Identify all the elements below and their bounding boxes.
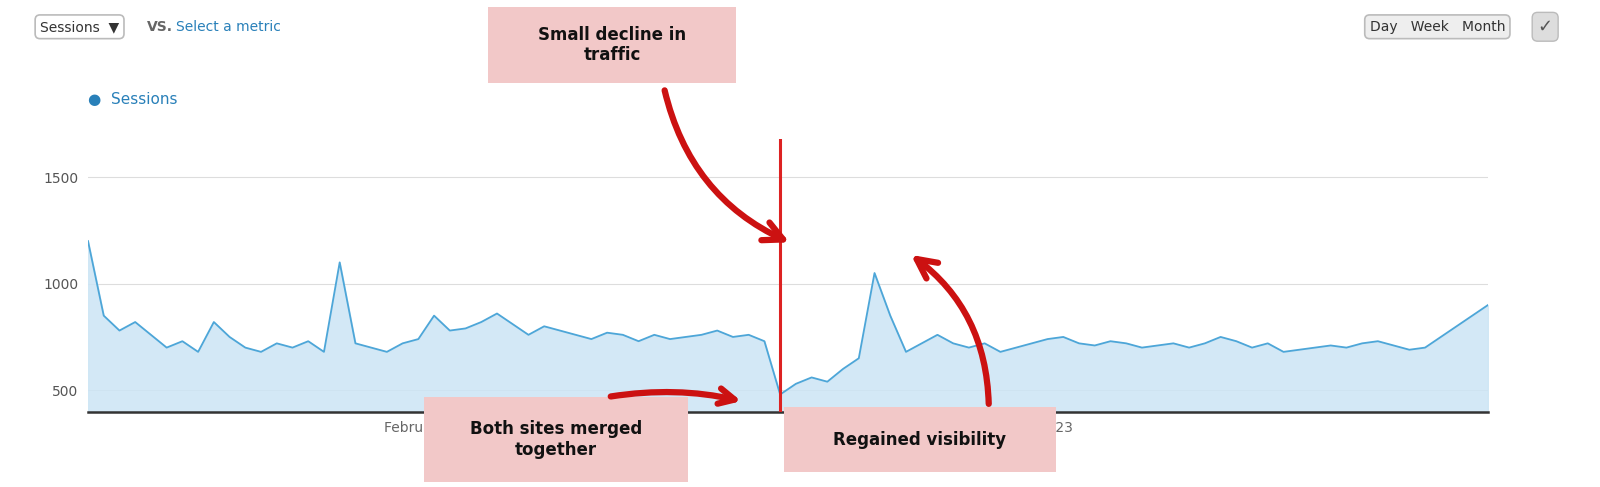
Text: VS.: VS. [147,20,173,34]
Text: Small decline in
traffic: Small decline in traffic [538,26,686,64]
FancyBboxPatch shape [424,397,688,482]
Text: Day   Week   Month: Day Week Month [1370,20,1506,34]
Text: Select a metric: Select a metric [176,20,282,34]
Text: Both sites merged
together: Both sites merged together [470,420,642,459]
Text: Sessions  ▼: Sessions ▼ [40,20,118,34]
FancyBboxPatch shape [488,7,736,83]
Text: ✓: ✓ [1538,18,1552,36]
Text: ●  Sessions: ● Sessions [88,93,178,107]
FancyBboxPatch shape [784,407,1056,472]
Text: Regained visibility: Regained visibility [834,431,1006,449]
